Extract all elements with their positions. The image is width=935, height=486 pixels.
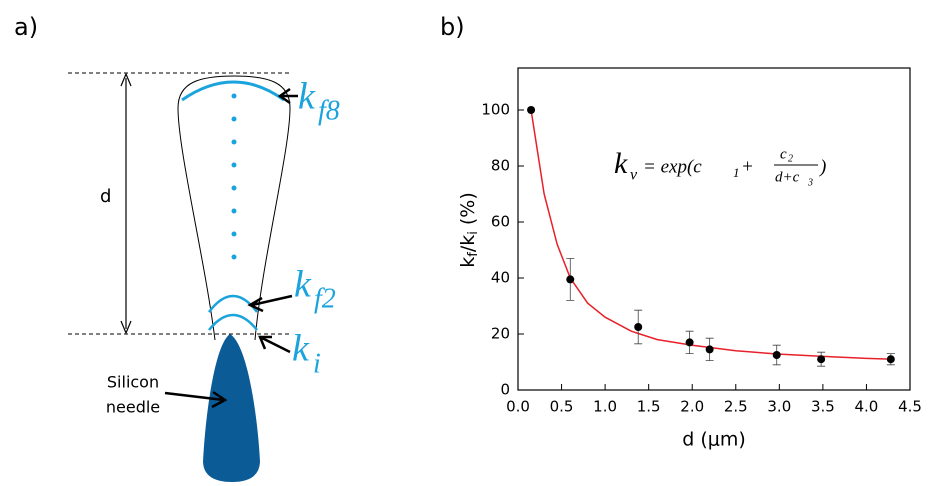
eq-sub: 1 (733, 165, 740, 180)
eq-sub: v (630, 167, 638, 184)
data-point (705, 345, 714, 354)
data-point (634, 323, 643, 331)
x-tick-label: 2.5 (724, 398, 748, 416)
x-tick-label: 0.0 (506, 398, 530, 416)
k-label: k (298, 76, 316, 118)
plot-frame (517, 67, 911, 391)
k-sub: f8 (318, 95, 340, 126)
k-label: k (294, 264, 312, 306)
data-point (817, 355, 826, 364)
needle (203, 334, 260, 482)
eq-part: = exp(c (643, 156, 702, 177)
x-tick-label: 2.0 (680, 398, 704, 416)
eq-part: + (741, 156, 754, 177)
x-tick-label: 1.5 (637, 398, 661, 416)
data-point (527, 106, 536, 114)
needle-label: Silicon (107, 373, 159, 392)
x-axis-label: d (μm) (682, 429, 746, 451)
equation: k v = exp(c 1 + c 2 d+c 3 ) (614, 146, 826, 188)
x-tick-label: 0.5 (550, 398, 574, 416)
panel-label: b) (440, 13, 465, 41)
y-tick-label: 100 (481, 101, 510, 119)
x-tick-label: 4.5 (898, 398, 922, 416)
k-label: k (292, 328, 310, 370)
y-label-sub: f (466, 252, 481, 257)
x-tick-label: 1.0 (593, 398, 617, 416)
y-label-part: (%) (457, 192, 479, 231)
y-tick-label: 0 (500, 381, 510, 399)
panel-label: a) (14, 13, 38, 41)
y-label-sub: i (466, 231, 481, 235)
eq-part: ) (819, 156, 826, 177)
data-point (685, 338, 694, 347)
y-tick-label: 40 (491, 269, 510, 287)
arc (208, 313, 258, 331)
arc (181, 80, 285, 102)
y-tick-label: 60 (491, 213, 510, 231)
arrow-head (120, 72, 132, 335)
eq-k: k (614, 147, 628, 180)
y-label-part: k (457, 257, 479, 268)
eq-den: d+c (775, 169, 800, 185)
x-tick-label: 4.0 (855, 398, 879, 416)
y-axis-label: kf/ki (%) (457, 192, 481, 268)
y-label-part: /k (457, 235, 479, 252)
eq-sub: 2 (788, 153, 793, 164)
x-tick-label: 3.5 (811, 398, 835, 416)
dots (231, 93, 237, 260)
y-tick-label: 80 (491, 157, 510, 175)
data-point (886, 355, 895, 364)
needle-label: needle (106, 398, 160, 417)
eq-num: c (780, 146, 787, 162)
y-tick-label: 20 (491, 325, 510, 343)
k-sub: f2 (314, 283, 336, 314)
data-point (566, 275, 575, 284)
fit-line (530, 109, 893, 360)
eq-sub: 3 (807, 177, 813, 188)
d-label: d (100, 186, 111, 207)
x-tick-label: 3.0 (767, 398, 791, 416)
droplet (177, 75, 291, 341)
pointer-arrows (164, 87, 298, 409)
k-sub: i (313, 348, 321, 379)
data-point (772, 351, 781, 359)
